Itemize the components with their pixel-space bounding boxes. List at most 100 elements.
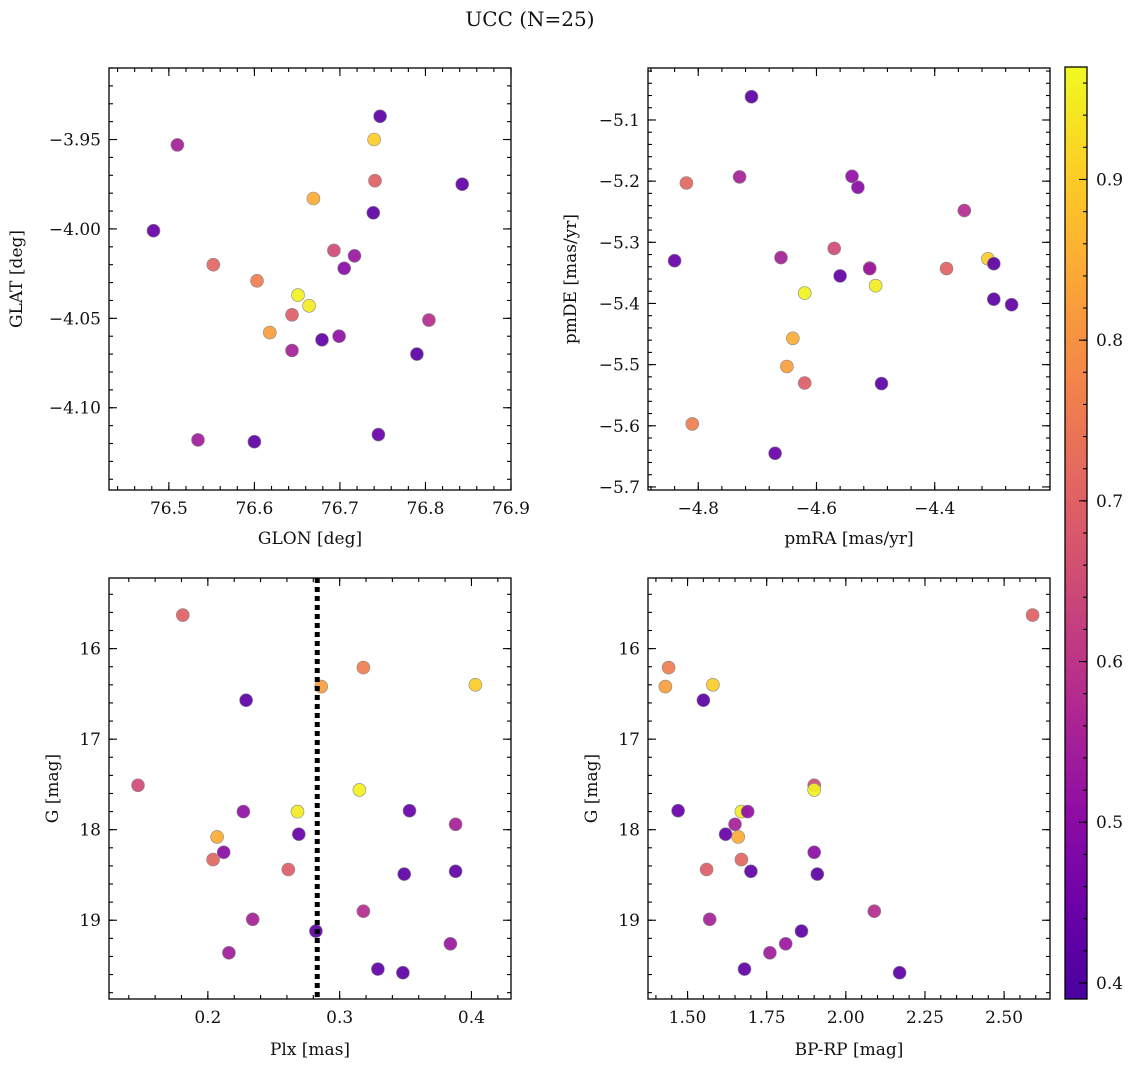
y-tick-label: −4.05	[49, 309, 101, 329]
data-point	[443, 936, 458, 951]
x-axis-label: pmRA [mas/yr]	[784, 529, 913, 549]
y-tick-label: 19	[79, 911, 101, 931]
data-point	[347, 249, 362, 263]
x-axis-label: GLON [deg]	[258, 529, 362, 549]
data-point	[396, 965, 410, 980]
data-point	[291, 288, 305, 302]
data-point	[290, 804, 305, 819]
y-tick-label: −5.1	[599, 111, 640, 131]
data-point	[368, 173, 382, 188]
y-axis-label: G [mag]	[582, 754, 602, 823]
y-tick-label: 16	[618, 640, 640, 660]
data-point	[170, 138, 185, 152]
data-point	[740, 804, 755, 819]
data-point	[131, 778, 145, 793]
x-tick-label: 76.5	[150, 499, 188, 519]
x-tick-label: 0.2	[194, 1008, 221, 1028]
data-point	[191, 433, 205, 447]
data-point	[371, 427, 386, 442]
data-point	[797, 286, 812, 300]
data-point	[702, 912, 717, 927]
y-axis-label: pmDE [mas/yr]	[561, 214, 581, 344]
data-point	[807, 783, 822, 797]
panel-pmra-pmde: −4.8 −4.6 −4.4 −5.1 −5.2 −5.3 −5.4 −5.5 −5.6 −5.7…	[561, 67, 1051, 549]
data-point	[807, 845, 822, 860]
x-tick-label: 2.00	[827, 1008, 865, 1028]
data-point	[468, 677, 483, 692]
data-point	[768, 446, 782, 461]
data-point	[892, 965, 907, 980]
data-point	[448, 864, 463, 879]
data-point	[785, 331, 800, 346]
data-point	[986, 256, 1001, 271]
x-axis-label: BP-RP [mag]	[795, 1040, 904, 1060]
data-point	[262, 325, 277, 340]
data-point	[728, 817, 742, 832]
axes-frame	[647, 577, 1051, 1000]
data-point	[397, 867, 412, 881]
y-tick-label: −5.3	[599, 233, 640, 253]
data-point	[245, 912, 260, 927]
data-point	[734, 852, 749, 867]
data-point	[685, 417, 700, 431]
axes-frame	[108, 67, 512, 491]
y-tick-label: 18	[79, 821, 101, 841]
colorbar-tick-label: 0.5	[1096, 813, 1123, 833]
x-tick-label: 2.25	[906, 1008, 944, 1028]
y-tick-label: 18	[618, 821, 640, 841]
data-point	[874, 376, 889, 391]
data-point	[247, 434, 262, 449]
data-point	[744, 89, 759, 104]
data-point	[210, 830, 224, 844]
figure-title: UCC (N=25)	[465, 7, 594, 31]
data-point	[448, 817, 463, 832]
x-tick-label: 76.8	[407, 499, 445, 519]
data-point	[986, 292, 1001, 307]
data-point	[845, 169, 859, 184]
data-point	[402, 803, 417, 818]
data-point	[778, 936, 793, 951]
data-point	[797, 376, 812, 390]
data-point	[356, 904, 371, 919]
data-point	[216, 845, 231, 860]
panel-glon-glat: 76.5 76.6 76.7 76.8 76.9 −3.95 −4.00 −4.05 −4.10…	[7, 67, 530, 549]
data-point	[206, 852, 220, 867]
y-tick-label: 17	[79, 730, 101, 750]
data-point	[410, 347, 424, 361]
y-tick-label: −5.5	[599, 356, 640, 376]
data-point	[658, 679, 673, 694]
x-tick-label: −4.6	[796, 499, 837, 519]
data-point	[327, 243, 341, 258]
data-point	[291, 827, 306, 842]
axes-frame	[647, 67, 1051, 491]
x-tick-label: 76.6	[235, 499, 273, 519]
y-axis-label: GLAT [deg]	[7, 230, 27, 328]
x-tick-label: 1.50	[669, 1008, 707, 1028]
y-tick-label: −5.4	[599, 294, 640, 314]
data-point	[366, 206, 381, 220]
data-point	[285, 307, 299, 322]
colorbar-tick-label: 0.9	[1096, 170, 1123, 190]
data-point	[250, 273, 264, 288]
data-point	[851, 180, 865, 195]
colorbar-tick-label: 0.7	[1096, 492, 1123, 512]
data-point	[356, 660, 371, 675]
data-point	[706, 677, 720, 692]
data-point	[939, 261, 954, 276]
x-tick-label: 0.4	[458, 1008, 485, 1028]
data-point	[1025, 608, 1040, 622]
y-tick-label: 16	[79, 640, 101, 660]
data-point	[352, 783, 367, 797]
data-point	[679, 176, 694, 190]
data-point	[1004, 297, 1019, 312]
data-point	[810, 867, 825, 881]
data-point	[827, 241, 842, 256]
y-tick-label: 17	[618, 730, 640, 750]
colorbar-gradient	[1065, 67, 1087, 999]
y-tick-label: −4.10	[49, 399, 101, 419]
x-tick-label: 1.75	[748, 1008, 786, 1028]
data-point	[332, 329, 346, 344]
data-point	[763, 945, 777, 960]
colorbar-tick-label: 0.8	[1096, 331, 1123, 351]
data-point	[699, 862, 714, 877]
